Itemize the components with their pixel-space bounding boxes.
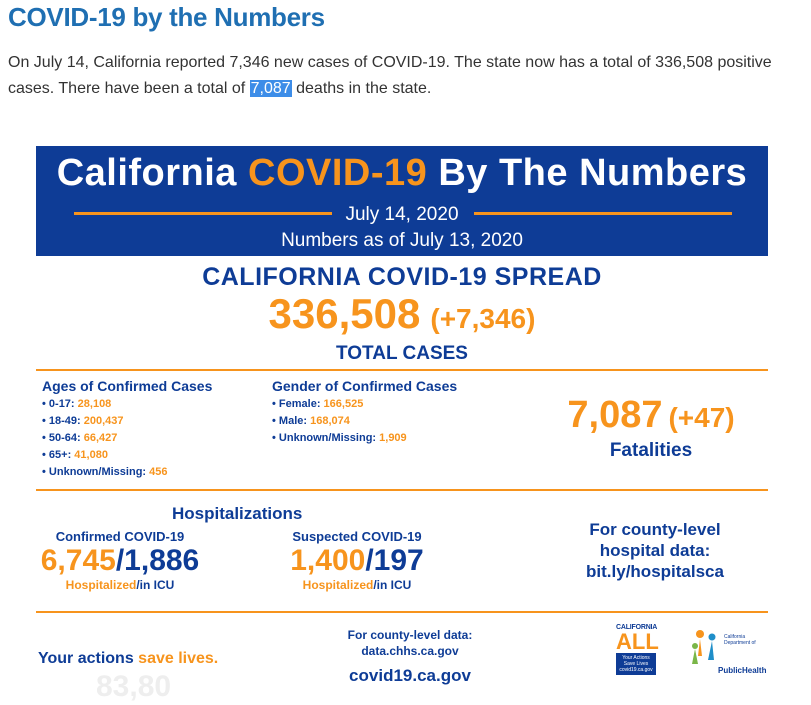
- banner-title: California COVID-19 By The Numbers: [36, 152, 768, 195]
- cdph-dept: California Department of: [724, 634, 756, 646]
- hosp-sub-icu-label: /in ICU: [136, 578, 175, 592]
- spread-title: CALIFORNIA COVID-19 SPREAD: [202, 263, 602, 291]
- total-cases-delta: (+7,346): [430, 303, 536, 334]
- hosp-suspected-caption: Suspected COVID-19: [292, 529, 422, 544]
- county-line2: hospital data:: [599, 541, 711, 560]
- section-divider: [36, 489, 768, 491]
- slogan-part1: Your actions: [38, 650, 139, 667]
- age-label: • 18-49:: [42, 415, 84, 427]
- gender-label: • Unknown/Missing:: [272, 432, 380, 444]
- banner-title-part3: By The Numbers: [427, 152, 748, 194]
- hosp-sub-label: Hospitalized: [65, 578, 137, 592]
- county-data-note: For county-level data: data.chhs.ca.gov: [320, 627, 500, 659]
- hosp-confirmed-icu: 1,886: [124, 544, 200, 577]
- ca-logo-box: Your Actions Save Lives covid19.ca.gov: [616, 653, 656, 675]
- hosp-suspected-numbers: 1,400/197: [282, 544, 432, 578]
- list-item: • 0-17: 28,108: [42, 396, 168, 413]
- total-cases-label: TOTAL CASES: [336, 343, 468, 364]
- fatalities-figure: 7,087 (+47): [536, 394, 766, 437]
- county-link: bit.ly/hospitalsca: [586, 562, 724, 581]
- gender-heading: Gender of Confirmed Cases: [272, 378, 458, 394]
- intro-paragraph: On July 14, California reported 7,346 ne…: [8, 50, 798, 102]
- age-label: • 50-64:: [42, 432, 84, 444]
- section-divider: [36, 611, 768, 613]
- hosp-sub-label: Hospitalized: [302, 578, 374, 592]
- age-value: 28,108: [77, 398, 112, 410]
- list-item: • Unknown/Missing: 1,909: [272, 430, 407, 447]
- fatalities-number: 7,087: [567, 394, 663, 436]
- gender-list: • Female: 166,525 • Male: 168,074 • Unkn…: [272, 396, 407, 447]
- age-label: • Unknown/Missing:: [42, 466, 150, 478]
- hosp-suspected-icu: 197: [373, 544, 424, 577]
- hospitalizations-title: Hospitalizations: [172, 504, 303, 523]
- infographic-banner: California COVID-19 By The Numbers July …: [36, 146, 768, 256]
- gender-label: • Female:: [272, 398, 324, 410]
- hosp-sub-icu-label: /in ICU: [373, 578, 412, 592]
- fatalities-delta: (+47): [668, 402, 735, 433]
- ca-logo-all: ALL: [616, 629, 659, 654]
- hosp-confirmed-count: 6,745: [40, 544, 116, 577]
- banner-date: July 14, 2020: [345, 204, 459, 225]
- intro-text: On July 14, California reported 7,346 ne…: [8, 54, 772, 97]
- age-label: • 65+:: [42, 449, 75, 461]
- total-cases-number: 336,508: [268, 290, 421, 337]
- page-title: COVID-19 by the Numbers: [8, 2, 325, 32]
- list-item: • 50-64: 66,427: [42, 430, 168, 447]
- faded-number: 83,80: [96, 670, 172, 703]
- county-data-line2: data.chhs.ca.gov: [361, 644, 459, 658]
- list-item: • 65+: 41,080: [42, 447, 168, 464]
- county-line1: For county-level: [589, 520, 721, 539]
- covid-site-url: covid19.ca.gov: [349, 666, 471, 685]
- banner-divider-left: [74, 212, 332, 215]
- county-hospital-data: For county-level hospital data: bit.ly/h…: [550, 519, 760, 582]
- ca-logo-top: CALIFORNIA: [616, 624, 658, 631]
- list-item: • Male: 168,074: [272, 413, 407, 430]
- hosp-suspected-sub: Hospitalized/in ICU: [282, 578, 432, 592]
- gender-value: 1,909: [379, 432, 407, 444]
- gender-label: • Male:: [272, 415, 311, 427]
- california-all-logo: CALIFORNIA ALL Your Actions Save Lives c…: [616, 624, 659, 688]
- banner-divider-right: [474, 212, 732, 215]
- hosp-confirmed: Confirmed COVID-19 6,745/1,886 Hospitali…: [36, 529, 204, 592]
- gender-value: 166,525: [323, 398, 364, 410]
- age-label: • 0-17:: [42, 398, 78, 410]
- hosp-confirmed-numbers: 6,745/1,886: [36, 544, 204, 578]
- hosp-suspected: Suspected COVID-19 1,400/197 Hospitalize…: [282, 529, 432, 592]
- hosp-confirmed-sub: Hospitalized/in ICU: [36, 578, 204, 592]
- cdph-figures-icon: [692, 630, 716, 664]
- county-data-line1: For county-level data:: [347, 628, 473, 642]
- age-value: 456: [149, 466, 168, 478]
- hosp-suspected-count: 1,400: [290, 544, 366, 577]
- age-value: 66,427: [83, 432, 118, 444]
- gender-value: 168,074: [310, 415, 350, 427]
- hosp-separator: /: [365, 544, 374, 577]
- ages-list: • 0-17: 28,108 • 18-49: 200,437 • 50-64:…: [42, 396, 168, 481]
- section-divider: [36, 369, 768, 371]
- list-item: • Unknown/Missing: 456: [42, 464, 168, 481]
- banner-numbers-as-of: Numbers as of July 13, 2020: [281, 230, 523, 251]
- list-item: • 18-49: 200,437: [42, 413, 168, 430]
- list-item: • Female: 166,525: [272, 396, 407, 413]
- hosp-separator: /: [115, 544, 125, 577]
- age-value: 41,080: [74, 449, 108, 461]
- ages-heading: Ages of Confirmed Cases: [42, 378, 213, 394]
- banner-title-part1: California: [56, 152, 248, 194]
- cdph-name: PublicHealth: [718, 666, 767, 675]
- banner-title-covid: COVID-19: [248, 152, 428, 194]
- hosp-confirmed-caption: Confirmed COVID-19: [55, 529, 185, 544]
- cdph-logo: California Department of PublicHealth: [688, 626, 772, 688]
- selected-text-highlight[interactable]: 7,087: [249, 80, 292, 97]
- actions-slogan: Your actions save lives.: [38, 650, 218, 668]
- slogan-part2: save lives.: [138, 650, 219, 667]
- age-value: 200,437: [83, 415, 124, 427]
- intro-text-end: deaths in the state.: [291, 80, 432, 97]
- fatalities-label: Fatalities: [609, 440, 693, 461]
- total-cases-figure: 336,508 (+7,346): [36, 290, 768, 338]
